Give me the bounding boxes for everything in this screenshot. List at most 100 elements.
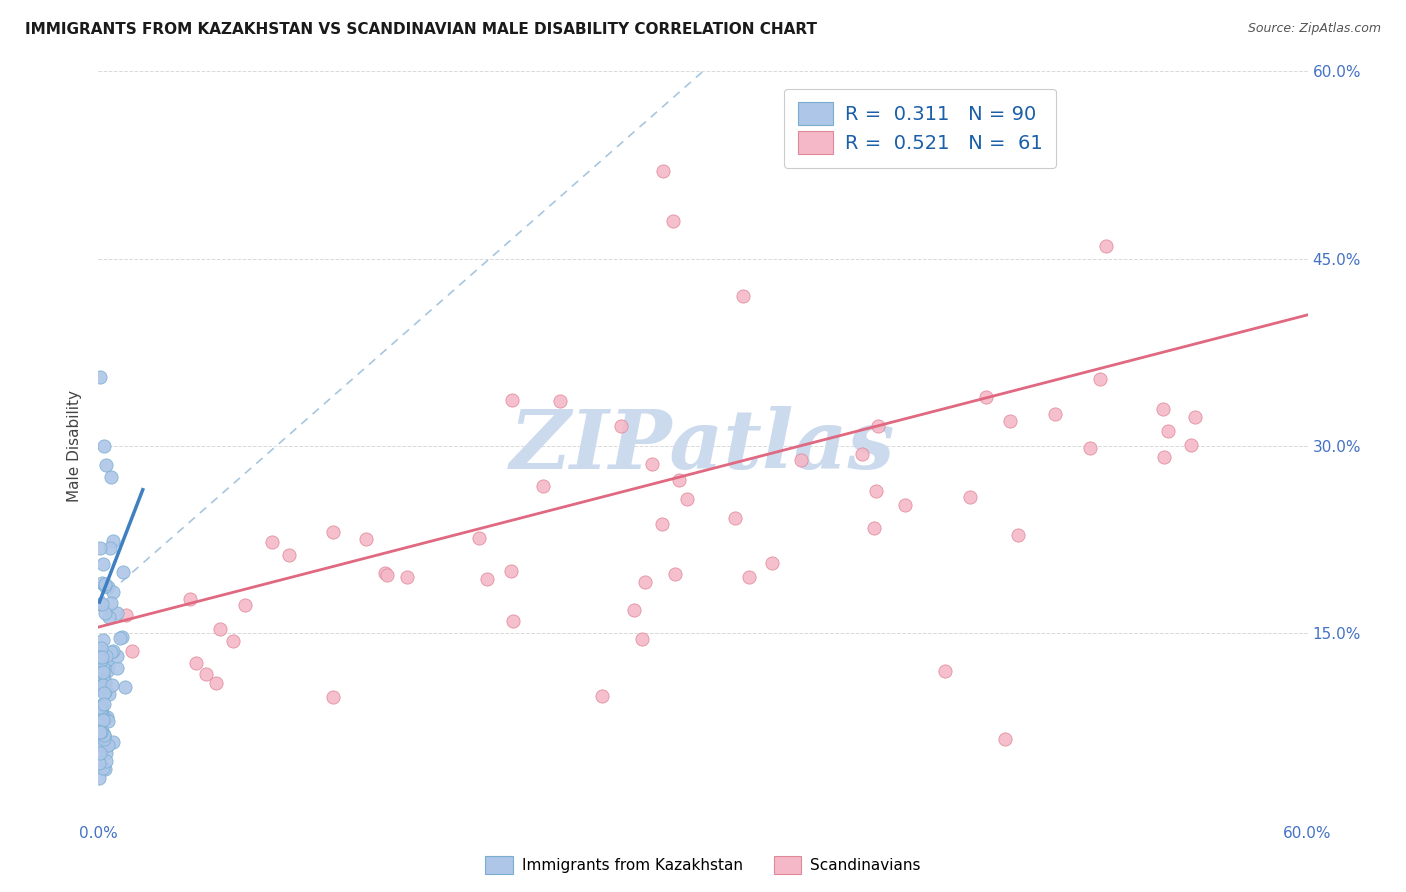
Point bbox=[630, 632, 652, 647]
Point bbox=[1007, 528, 1029, 542]
Point bbox=[103, 534, 125, 549]
Point bbox=[634, 575, 657, 590]
Point bbox=[1088, 372, 1111, 386]
Point bbox=[90, 650, 112, 665]
Point bbox=[1180, 438, 1202, 452]
Point bbox=[93, 697, 115, 711]
Legend: Immigrants from Kazakhstan, Scandinavians: Immigrants from Kazakhstan, Scandinavian… bbox=[479, 850, 927, 880]
Point bbox=[548, 393, 571, 408]
Point bbox=[90, 713, 112, 727]
Point bbox=[89, 737, 111, 751]
Point bbox=[502, 614, 524, 628]
Point bbox=[96, 659, 118, 673]
Point bbox=[322, 690, 344, 704]
Point bbox=[610, 419, 633, 434]
Point bbox=[97, 580, 120, 594]
Point bbox=[89, 747, 111, 761]
Point bbox=[184, 656, 207, 670]
Point bbox=[998, 414, 1021, 428]
Point bbox=[90, 704, 112, 718]
Point bbox=[179, 591, 201, 606]
Point bbox=[91, 761, 114, 775]
Point bbox=[354, 532, 377, 546]
Point bbox=[94, 577, 117, 591]
Point bbox=[934, 664, 956, 678]
Point bbox=[94, 685, 117, 699]
Point bbox=[100, 470, 122, 484]
Point bbox=[1153, 450, 1175, 464]
Point bbox=[723, 510, 745, 524]
Point bbox=[97, 658, 120, 673]
Point bbox=[531, 479, 554, 493]
Point bbox=[94, 674, 117, 689]
Point bbox=[277, 548, 299, 562]
Point bbox=[101, 585, 124, 599]
Point bbox=[1078, 442, 1101, 456]
Point bbox=[851, 447, 873, 461]
Point bbox=[668, 474, 690, 488]
Point bbox=[89, 541, 111, 555]
Point bbox=[501, 392, 523, 407]
Point bbox=[195, 667, 218, 681]
Point bbox=[94, 711, 117, 725]
Point bbox=[93, 439, 115, 453]
Point bbox=[91, 678, 114, 692]
Point bbox=[93, 686, 115, 700]
Point bbox=[96, 739, 118, 753]
Point bbox=[110, 631, 132, 645]
Point bbox=[94, 754, 117, 768]
Point bbox=[91, 711, 114, 725]
Point bbox=[91, 575, 114, 590]
Point bbox=[89, 724, 111, 739]
Point bbox=[91, 713, 114, 727]
Point bbox=[863, 521, 886, 535]
Point bbox=[738, 569, 761, 583]
Point bbox=[97, 687, 120, 701]
Point bbox=[105, 648, 128, 663]
Point bbox=[733, 289, 755, 303]
Point bbox=[93, 729, 115, 743]
Point bbox=[222, 633, 245, 648]
Legend: R =  0.311   N = 90, R =  0.521   N =  61: R = 0.311 N = 90, R = 0.521 N = 61 bbox=[785, 88, 1056, 168]
Point bbox=[1095, 239, 1118, 253]
Text: Source: ZipAtlas.com: Source: ZipAtlas.com bbox=[1247, 22, 1381, 36]
Point bbox=[111, 565, 134, 579]
Point bbox=[90, 641, 112, 656]
Point bbox=[91, 668, 114, 682]
Point bbox=[100, 645, 122, 659]
Point bbox=[114, 680, 136, 694]
Point bbox=[89, 649, 111, 664]
Point bbox=[93, 728, 115, 742]
Point bbox=[322, 525, 344, 540]
Point bbox=[90, 674, 112, 689]
Point bbox=[91, 739, 114, 753]
Point bbox=[1184, 410, 1206, 425]
Point bbox=[475, 572, 498, 586]
Point bbox=[91, 698, 114, 712]
Point bbox=[87, 643, 110, 657]
Point bbox=[94, 579, 117, 593]
Point bbox=[90, 724, 112, 739]
Point bbox=[96, 648, 118, 663]
Point bbox=[89, 706, 111, 721]
Point bbox=[90, 724, 112, 739]
Point bbox=[1043, 407, 1066, 421]
Point bbox=[208, 622, 231, 636]
Point bbox=[97, 738, 120, 752]
Point bbox=[94, 746, 117, 760]
Point bbox=[651, 516, 673, 531]
Point bbox=[91, 661, 114, 675]
Y-axis label: Male Disability: Male Disability bbox=[67, 390, 83, 502]
Point bbox=[94, 675, 117, 690]
Point bbox=[98, 541, 121, 556]
Point bbox=[89, 756, 111, 770]
Point bbox=[959, 491, 981, 505]
Point bbox=[90, 702, 112, 716]
Point bbox=[90, 653, 112, 667]
Point bbox=[651, 164, 673, 178]
Point bbox=[675, 492, 697, 507]
Point bbox=[96, 458, 118, 472]
Point bbox=[91, 698, 114, 712]
Point bbox=[974, 390, 997, 404]
Point bbox=[90, 597, 112, 611]
